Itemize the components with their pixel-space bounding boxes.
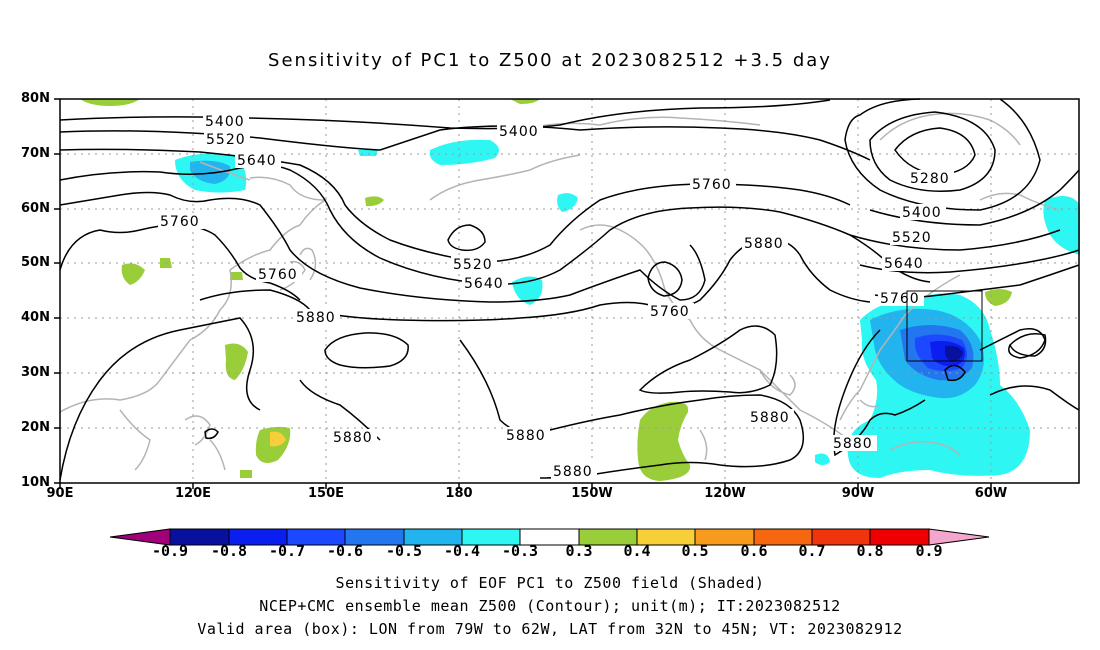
contour-label: 5400 (499, 124, 539, 140)
colorbar-label: -0.6 (326, 542, 364, 560)
lat-label: 40N (21, 310, 50, 325)
colorbar-label: -0.5 (385, 542, 423, 560)
lon-label: 150W (571, 486, 613, 501)
contour-label: 5760 (880, 291, 920, 307)
colorbar-labels: -0.9 -0.8 -0.7 -0.6 -0.5 -0.4 -0.3 0.3 0… (0, 542, 1100, 562)
colorbar-label: 0.3 (565, 542, 593, 560)
colorbar-label: -0.7 (268, 542, 306, 560)
contour-label: 5880 (833, 436, 873, 452)
lon-label: 180 (445, 486, 473, 501)
lat-lon-grid (60, 99, 1079, 483)
contour-label: 5880 (296, 310, 336, 326)
contour-label: 5760 (258, 267, 298, 283)
colorbar-label: 0.6 (740, 542, 768, 560)
colorbar-label: 0.7 (798, 542, 826, 560)
positive-sensitivity-shading (80, 99, 1012, 481)
coastlines (59, 112, 1061, 471)
contour-label: 5520 (892, 230, 932, 246)
lat-label: 20N (21, 420, 50, 435)
contour-labels: 5400 5520 5640 5760 5400 5280 5760 5880 … (158, 113, 954, 480)
colorbar-label: 0.5 (681, 542, 709, 560)
colorbar-label: -0.4 (443, 542, 481, 560)
lat-label: 60N (21, 201, 50, 216)
lat-label: 50N (21, 255, 50, 270)
valid-area-box (906, 290, 983, 362)
caption-shading: Sensitivity of EOF PC1 to Z500 field (Sh… (335, 574, 765, 592)
contour-label: 5760 (160, 214, 200, 230)
contour-label: 5520 (453, 257, 493, 273)
contour-label: 5280 (910, 171, 950, 187)
colorbar-label: -0.8 (210, 542, 248, 560)
map-title: Sensitivity of PC1 to Z500 at 2023082512… (268, 50, 832, 71)
colorbar-label: -0.9 (151, 542, 189, 560)
contour-label: 5880 (506, 428, 546, 444)
lon-label: 150E (307, 486, 345, 501)
contour-label: 5400 (205, 114, 245, 130)
contour-label: 5760 (692, 177, 732, 193)
colorbar-label: 0.8 (856, 542, 884, 560)
contour-label: 5400 (902, 205, 942, 221)
negative-sensitivity-shading (175, 139, 1080, 478)
contour-label: 5880 (553, 464, 593, 480)
lat-label: 30N (21, 365, 50, 380)
colorbar-label: -0.3 (501, 542, 539, 560)
lon-label: 90W (841, 486, 875, 501)
lon-label: 120W (704, 486, 746, 501)
colorbar-label: 0.9 (915, 542, 943, 560)
lat-label: 10N (21, 475, 50, 490)
lon-label: 90E (46, 486, 74, 501)
contour-label: 5640 (237, 153, 277, 169)
contour-label: 5880 (744, 236, 784, 252)
lat-label: 80N (21, 91, 50, 106)
caption-valid-area: Valid area (box): LON from 79W to 62W, L… (197, 620, 903, 638)
lat-label: 70N (21, 146, 50, 161)
colorbar (109, 528, 990, 546)
contour-label: 5880 (750, 410, 790, 426)
contour-label: 5760 (650, 304, 690, 320)
contour-label: 5520 (206, 132, 246, 148)
colorbar-label: 0.4 (623, 542, 651, 560)
map-frame (59, 98, 1080, 484)
axis-ticks (54, 98, 992, 489)
lon-label: 120E (174, 486, 212, 501)
caption-contour: NCEP+CMC ensemble mean Z500 (Contour); u… (259, 597, 841, 615)
contour-label: 5880 (333, 430, 373, 446)
contour-label: 5640 (884, 256, 924, 272)
contour-label: 5640 (464, 276, 504, 292)
lon-label: 60W (974, 486, 1008, 501)
